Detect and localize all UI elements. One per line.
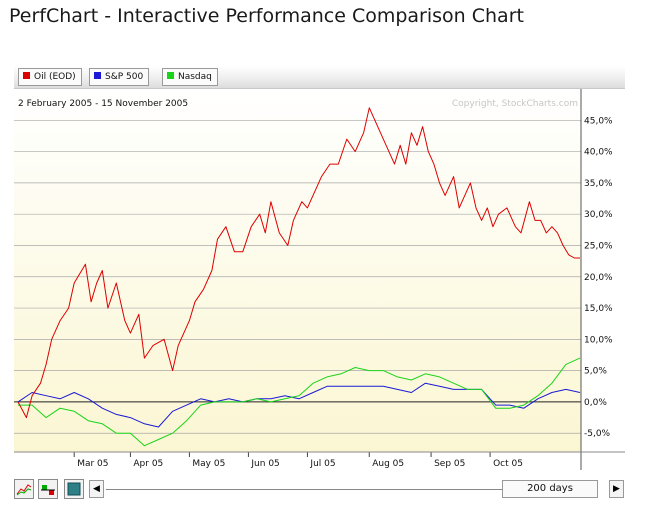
line-chart-mode-button[interactable] (14, 479, 34, 499)
y-tick-label: 25,0% (584, 241, 613, 251)
bottom-toolbar: ◀ 200 days ▶ (14, 479, 625, 501)
legend-swatch-oil (23, 72, 30, 79)
x-tick-label: Apr 05 (133, 459, 163, 469)
series-line-oil-eod (17, 107, 580, 419)
y-tick-label: 35,0% (584, 179, 613, 189)
histogram-mode-button[interactable] (38, 479, 58, 499)
settings-button[interactable] (64, 479, 84, 499)
histogram-icon (41, 485, 55, 495)
axis-strip (14, 452, 581, 470)
plot-background (14, 89, 581, 452)
y-tick-label: 15,0% (584, 304, 613, 314)
legend-bar: Oil (EOD) S&P 500 Nasdaq (14, 66, 625, 89)
y-tick-label: 30,0% (584, 210, 613, 220)
y-tick-label: 40,0% (584, 148, 613, 158)
page-title: PerfChart - Interactive Performance Comp… (9, 5, 524, 27)
legend-swatch-nasdaq (167, 72, 174, 79)
chart-frame: -5,0% 0,0% 5,0% 10,0% 15,0% 20,0% 25,0% 30,0% 35… (14, 89, 625, 470)
series-line-nasdaq (18, 357, 581, 447)
series-line-s-p-500 (17, 382, 581, 428)
y-tick-label: 0,0% (584, 398, 607, 408)
x-tick-label: Oct 05 (493, 459, 523, 469)
range-slider-thumb[interactable]: 200 days (502, 480, 598, 498)
scroll-left-button[interactable]: ◀ (89, 480, 104, 498)
legend-label-nasdaq: Nasdaq (178, 72, 212, 82)
panel-icon (67, 482, 81, 496)
scroll-track[interactable] (106, 489, 502, 490)
watermark: Copyright, StockCharts.com (452, 99, 578, 109)
x-tick-label: Jun 05 (250, 459, 279, 469)
legend-swatch-sp500 (94, 72, 101, 79)
date-range-label: 2 February 2005 - 15 November 2005 (18, 99, 188, 109)
x-tick-label: May 05 (192, 459, 225, 469)
legend-item-sp500[interactable]: S&P 500 (89, 68, 150, 86)
x-tick-label: Mar 05 (77, 459, 108, 469)
scroll-right-button[interactable]: ▶ (609, 480, 624, 498)
x-tick-label: Sep 05 (434, 459, 465, 469)
y-tick-label: 5,0% (584, 367, 607, 377)
y-tick-label: 45,0% (584, 116, 613, 126)
legend-label-sp500: S&P 500 (105, 72, 144, 82)
x-tick-label: Jul 05 (309, 459, 335, 469)
legend-item-oil[interactable]: Oil (EOD) (18, 68, 82, 86)
line-chart-icon (16, 484, 32, 496)
legend-label-oil: Oil (EOD) (34, 72, 76, 82)
y-tick-label: 10,0% (584, 335, 613, 345)
y-tick-label: -5,0% (584, 429, 611, 439)
perf-chart: -5,0% 0,0% 5,0% 10,0% 15,0% 20,0% 25,0% 30,0% 35… (14, 89, 625, 470)
y-tick-label: 20,0% (584, 273, 613, 283)
x-tick-label: Aug 05 (372, 459, 404, 469)
legend-item-nasdaq[interactable]: Nasdaq (162, 68, 218, 86)
